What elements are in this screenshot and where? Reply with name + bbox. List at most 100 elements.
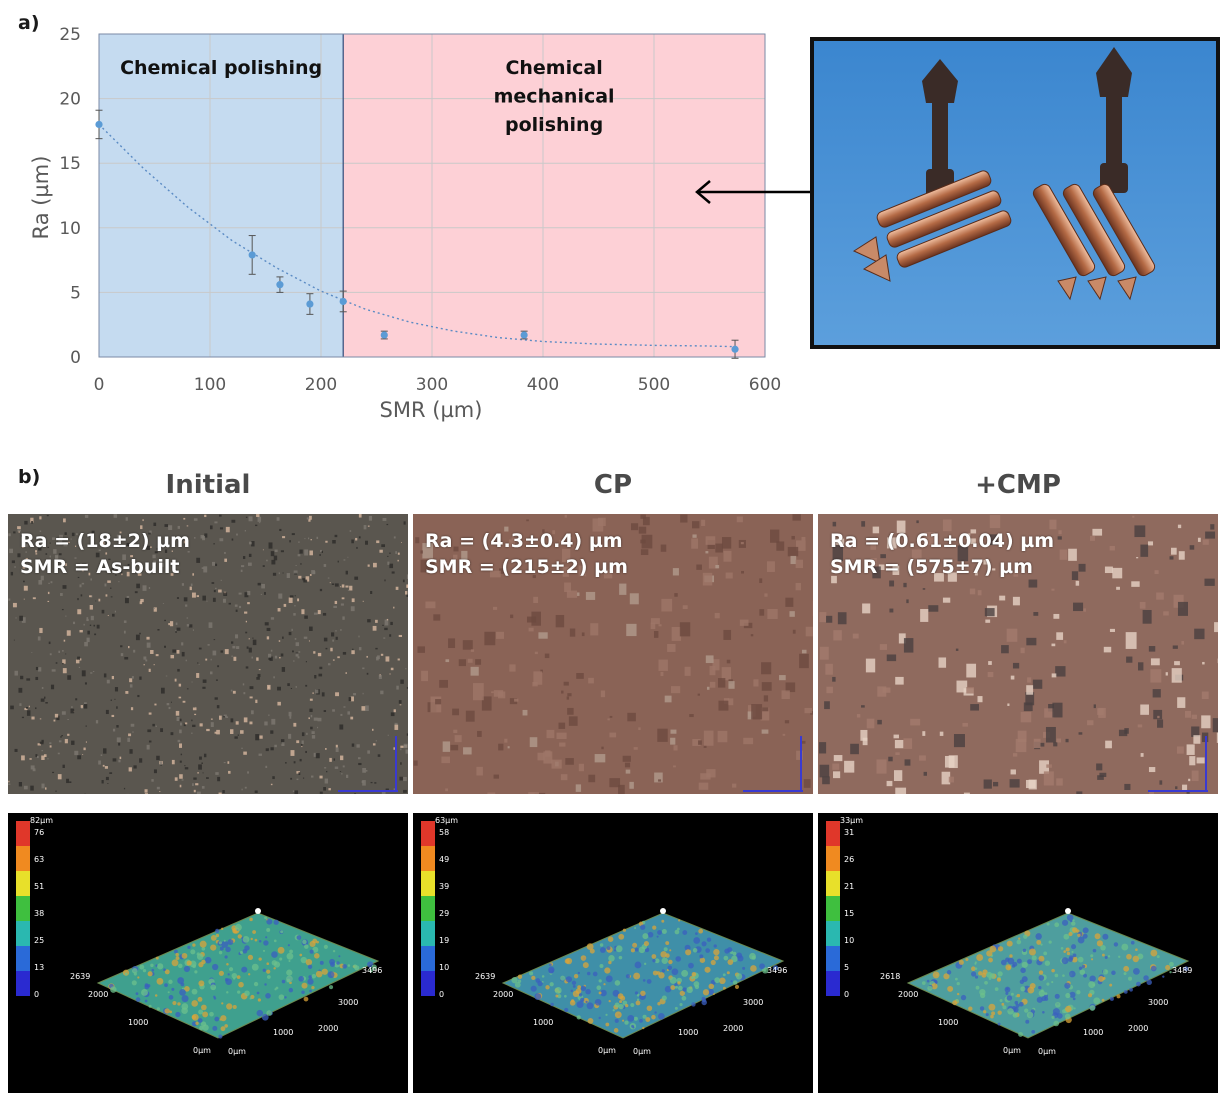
grain [247,562,252,566]
grain [1188,778,1191,782]
grain [153,522,157,527]
grain [25,551,27,553]
grain [944,755,955,768]
surface-feature [167,991,170,994]
grain [53,549,57,554]
grain [47,600,50,603]
grain [564,582,571,592]
grain [882,687,891,693]
grain [567,707,574,715]
grain [445,788,449,792]
grain [1177,601,1188,616]
surface-feature [604,967,611,974]
grain [180,722,182,726]
grain [179,729,182,734]
grain [217,776,221,782]
surface-feature [1102,933,1109,940]
grain [1046,764,1052,768]
surface-feature [1096,940,1103,947]
surface-feature [174,949,178,954]
surface-feature [265,993,271,999]
surface-feature [646,979,652,984]
grain [406,686,408,689]
surface-feature [330,961,336,968]
surface-feature [1077,936,1085,944]
grain [325,540,328,543]
grain [696,564,702,570]
surface-feature [286,975,293,983]
grain [197,772,199,774]
grain [89,624,92,626]
grain [239,605,242,609]
grain [562,566,569,577]
grain [1124,783,1131,790]
grain [77,609,82,615]
grain [270,551,275,557]
grain [305,750,307,754]
surface-feature [624,1020,629,1025]
grain [195,706,197,708]
grain [1148,791,1155,794]
grain [143,664,145,666]
grain [351,650,355,655]
surface-feature [258,957,262,961]
grain [1153,709,1163,720]
grain [95,600,97,602]
grain [304,538,306,540]
grain [1184,710,1192,718]
grain [8,780,10,783]
grain [105,552,108,555]
grain [1175,786,1178,790]
surface-feature [131,980,137,986]
grain [316,536,319,540]
grain [65,615,67,617]
surface-feature [580,955,587,961]
grain [333,758,336,761]
surface-feature [677,985,683,991]
grain [194,536,196,539]
grain [365,540,368,545]
surface-feature [168,995,174,1000]
grain [947,563,952,567]
grain [1065,738,1069,743]
grain [911,549,922,559]
surface-feature [273,939,277,943]
grain [160,728,164,733]
grain [94,633,97,636]
topography-map-initial: 82µm 76 63 51 38 25 13 0 2639 3496 2000 3000 1000 200… [8,813,408,1093]
grain [23,580,25,583]
grain [23,598,25,600]
grain [230,689,233,692]
surface-feature [661,995,667,1001]
grain [49,745,52,748]
grain [118,581,120,583]
grain [332,709,335,712]
grain [227,761,230,764]
surface-feature [639,1019,643,1023]
surface-feature [214,1016,220,1022]
grain [237,734,239,736]
grain [65,653,67,655]
grain [362,600,364,602]
surface-feature [531,975,536,980]
surface-feature [142,968,147,973]
grain [317,652,322,657]
grain [328,788,331,791]
grain [178,696,182,699]
surface-feature [530,985,537,992]
grain [566,590,578,598]
grain [319,666,323,670]
grain [113,514,118,518]
grain [903,638,914,653]
grain [1076,791,1083,794]
grain [278,640,281,642]
surface-feature [618,955,623,960]
grain [258,522,261,524]
grain [119,756,122,760]
grain [71,740,75,745]
grain [317,726,319,729]
surface-feature [701,941,707,947]
grain [561,548,571,563]
grain [889,608,894,613]
grain [297,554,301,557]
